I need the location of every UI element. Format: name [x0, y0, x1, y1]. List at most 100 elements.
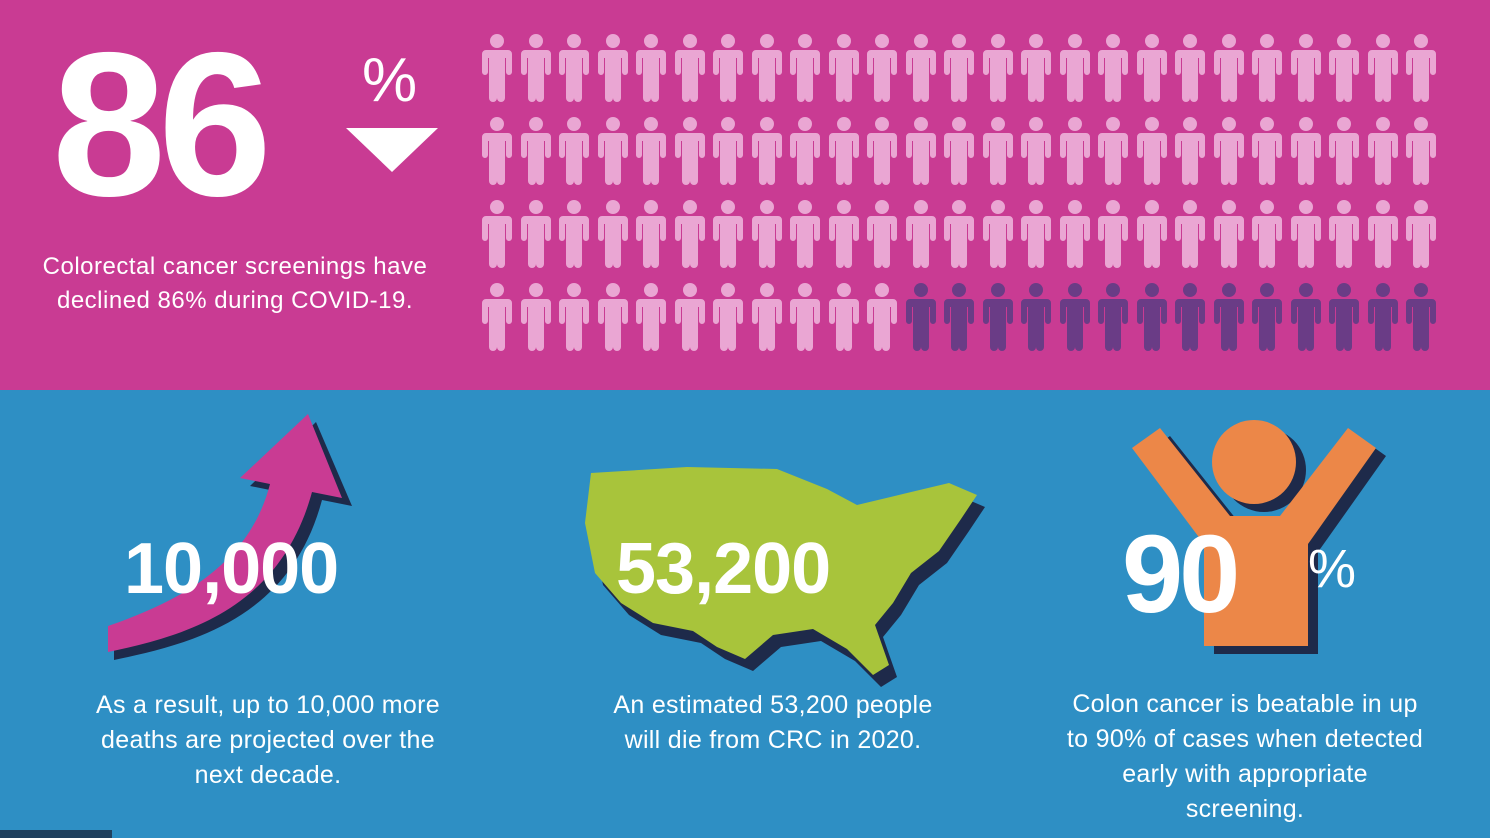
person-icon [482, 117, 512, 185]
beatable-stat-value: 90 [1122, 513, 1240, 636]
person-icon [597, 200, 628, 268]
deaths-caption: As a result, up to 10,000 more deaths ar… [96, 691, 440, 789]
person-icon [1290, 200, 1321, 268]
person-icon [982, 34, 1013, 102]
person-icon [1059, 117, 1090, 185]
person-icon [1175, 200, 1205, 268]
person-icon [751, 283, 782, 351]
person-icon [1290, 117, 1321, 185]
person-icon [636, 200, 666, 268]
person-icon [1136, 34, 1167, 102]
person-icon [1175, 283, 1205, 351]
person-icon [828, 200, 859, 268]
person-icon [867, 283, 897, 351]
person-icon [1252, 117, 1282, 185]
person-icon [1367, 117, 1398, 185]
person-icon [674, 34, 705, 102]
person-icon [482, 200, 512, 268]
person-icon [867, 117, 897, 185]
person-icon [790, 117, 820, 185]
person-icon [1098, 34, 1128, 102]
corner-bar [0, 830, 112, 838]
person-icon [751, 200, 782, 268]
person-icon [1329, 283, 1359, 351]
person-icon [1059, 34, 1090, 102]
person-icon [520, 283, 551, 351]
estimate-stat-value: 53,200 [616, 529, 831, 609]
person-icon [944, 34, 974, 102]
person-icon [520, 34, 551, 102]
person-icon [1098, 117, 1128, 185]
person-icon [1329, 117, 1359, 185]
person-icon [751, 117, 782, 185]
person-icon [597, 117, 628, 185]
person-icon [867, 34, 897, 102]
person-icon [1213, 117, 1244, 185]
person-icon [944, 117, 974, 185]
person-icon [559, 34, 589, 102]
person-icon [713, 200, 743, 268]
person-icon [636, 34, 666, 102]
person-icon [1290, 34, 1321, 102]
person-icon [944, 283, 974, 351]
person-icon [636, 283, 666, 351]
celebrating-person-icon [1132, 420, 1386, 654]
person-icon [1213, 200, 1244, 268]
person-icon [1021, 117, 1051, 185]
beatable-caption: Colon cancer is beatable in up to 90% of… [1066, 690, 1424, 823]
person-icon [674, 200, 705, 268]
person-icon [1098, 283, 1128, 351]
person-icon [1059, 200, 1090, 268]
screening-panel: 86 % Colorectal cancer screenings have d… [0, 0, 1490, 390]
person-icon [1406, 283, 1436, 351]
person-icon [1406, 34, 1436, 102]
person-icon [982, 283, 1013, 351]
person-icon [1213, 34, 1244, 102]
person-icon [905, 117, 936, 185]
person-icon [597, 283, 628, 351]
person-icon [1252, 200, 1282, 268]
person-icon [713, 117, 743, 185]
person-icon [1406, 117, 1436, 185]
person-icon [751, 34, 782, 102]
person-icon [1098, 200, 1128, 268]
person-icon [1367, 200, 1398, 268]
person-icon [982, 200, 1013, 268]
person-icon [1367, 34, 1398, 102]
beatable-stat-unit: % [1308, 539, 1357, 599]
people-pictogram [480, 34, 1444, 354]
person-icon [1367, 283, 1398, 351]
person-icon [636, 117, 666, 185]
person-icon [828, 283, 859, 351]
person-icon [597, 34, 628, 102]
screening-caption: Colorectal cancer screenings have declin… [42, 253, 428, 314]
person-icon [1175, 117, 1205, 185]
person-icon [559, 200, 589, 268]
person-icon [905, 200, 936, 268]
us-map-icon [585, 467, 985, 687]
person-icon [1290, 283, 1321, 351]
deaths-stat-value: 10,000 [124, 529, 339, 609]
person-icon [1021, 200, 1051, 268]
person-icon [828, 117, 859, 185]
person-icon [1175, 34, 1205, 102]
person-icon [1021, 34, 1051, 102]
estimate-caption: An estimated 53,200 people will die from… [613, 691, 933, 754]
person-icon [828, 34, 859, 102]
person-icon [1136, 200, 1167, 268]
person-icon [982, 117, 1013, 185]
person-icon [674, 117, 705, 185]
person-icon [520, 117, 551, 185]
person-icon [790, 34, 820, 102]
person-icon [1252, 283, 1282, 351]
person-icon [482, 34, 512, 102]
person-icon [1406, 200, 1436, 268]
person-icon [482, 283, 512, 351]
person-icon [1329, 200, 1359, 268]
person-icon [905, 34, 936, 102]
person-icon [713, 283, 743, 351]
person-icon [905, 283, 936, 351]
person-icon [790, 283, 820, 351]
person-icon [1252, 34, 1282, 102]
person-icon [1136, 283, 1167, 351]
